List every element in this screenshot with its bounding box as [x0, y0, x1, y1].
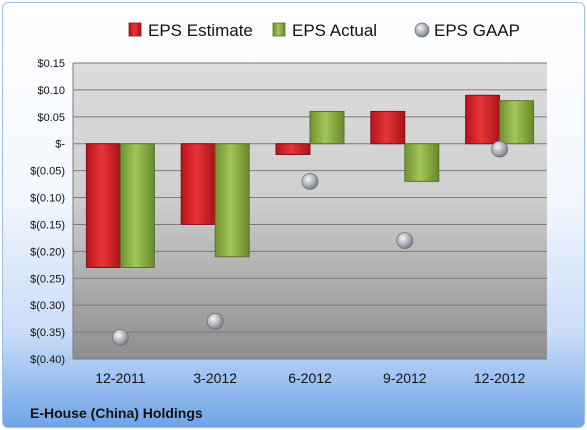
eps-estimate-bar	[370, 110, 406, 145]
eps-estimate-bar	[85, 143, 121, 269]
bars	[85, 94, 535, 269]
company-name: E-House (China) Holdings	[30, 405, 203, 421]
x-category-label: 9-2012	[383, 370, 427, 386]
y-axis: $0.15 $0.10 $0.05 $- $(0.05) $(0.10) $(0.15) $(…	[30, 58, 65, 366]
x-category-label: 12-2012	[474, 370, 526, 386]
y-tick-label: $0.10	[37, 85, 65, 97]
y-tick-label: $(0.05)	[30, 166, 65, 178]
y-tick-label: $(0.15)	[30, 219, 65, 231]
gaap-markers	[112, 140, 509, 346]
legend-swatch-gaap	[414, 22, 430, 38]
eps-actual-bar	[119, 143, 155, 269]
x-category-label: 12-2011	[95, 370, 146, 386]
y-tick-label: $(0.40)	[30, 354, 65, 366]
y-tick-label: $0.05	[37, 112, 65, 124]
eps-gaap-marker	[206, 312, 224, 330]
y-tick-label: $(0.20)	[30, 246, 65, 258]
y-tick-label: $(0.25)	[30, 273, 65, 285]
x-category-label: 3-2012	[193, 370, 237, 386]
eps-chart: EPS Estimate EPS Actual EPS GAAP $0.15$0.1…	[30, 21, 547, 386]
y-tick-label: $-	[55, 139, 65, 151]
eps-gaap-marker	[491, 140, 509, 158]
eps-gaap-marker	[396, 232, 414, 250]
legend-label: EPS Estimate	[148, 21, 253, 40]
y-tick-label: $0.15	[37, 58, 65, 70]
eps-actual-bar	[214, 143, 250, 258]
eps-actual-bar	[404, 143, 440, 182]
eps-actual-bar	[499, 100, 535, 145]
legend-label: EPS Actual	[292, 21, 377, 40]
y-tick-label: $(0.30)	[30, 300, 65, 312]
legend-label: EPS GAAP	[434, 21, 520, 40]
eps-gaap-marker	[301, 172, 319, 190]
eps-estimate-bar	[275, 143, 311, 155]
eps-estimate-bar	[180, 143, 216, 225]
legend-swatch-estimate	[128, 22, 142, 37]
x-category-label: 6-2012	[288, 370, 332, 386]
y-tick-label: $(0.10)	[30, 193, 65, 205]
eps-estimate-bar	[465, 94, 501, 145]
eps-actual-bar	[309, 110, 345, 145]
y-tick-label: $(0.35)	[30, 327, 65, 339]
x-axis: 12-2011 3-2012 6-2012 9-2012 12-2012	[95, 370, 525, 386]
legend: EPS Estimate EPS Actual EPS GAAP	[128, 21, 520, 40]
legend-swatch-actual	[272, 22, 286, 37]
eps-gaap-marker	[112, 329, 129, 346]
